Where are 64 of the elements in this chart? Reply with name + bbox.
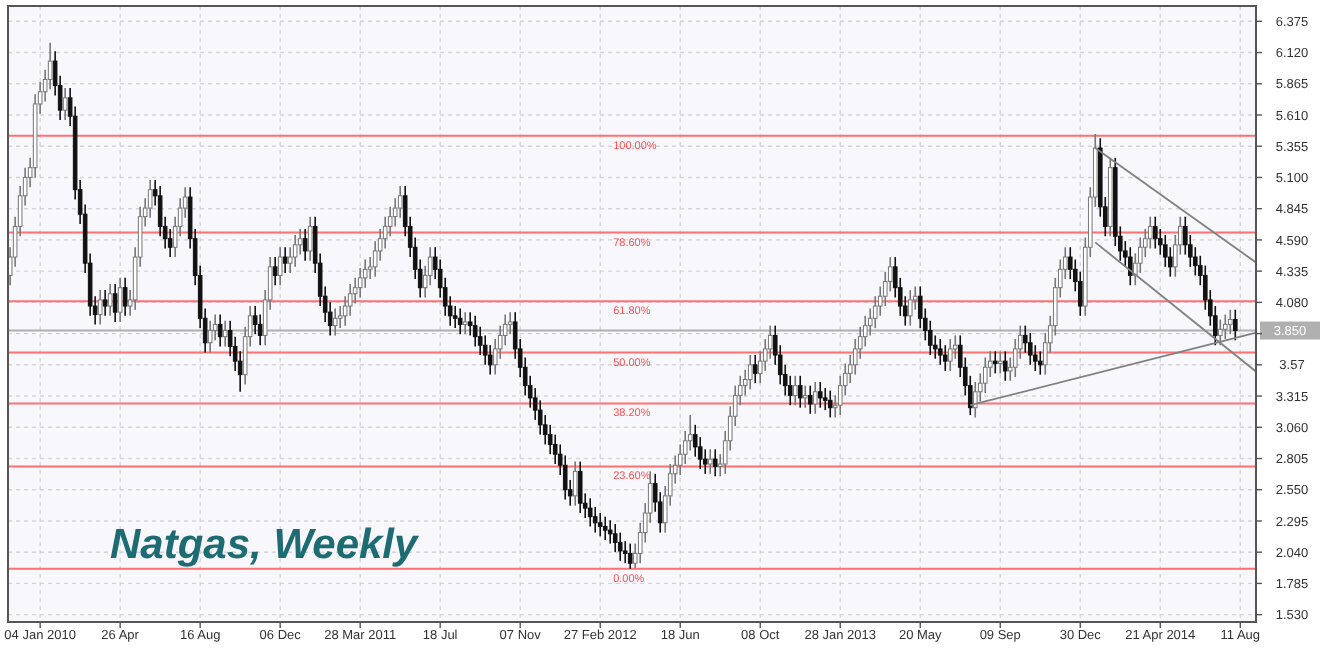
candlestick: [217, 313, 223, 348]
candlestick: [357, 267, 363, 299]
candlestick: [302, 228, 308, 262]
candlestick: [592, 506, 598, 534]
candlestick: [1232, 308, 1238, 342]
candlestick: [822, 387, 828, 411]
candlestick: [332, 307, 338, 337]
candlestick: [712, 448, 718, 478]
candlestick: [472, 315, 478, 348]
candlestick: [752, 354, 758, 384]
candlestick: [117, 277, 123, 323]
candlestick: [992, 350, 998, 375]
candlestick: [1227, 308, 1233, 336]
candlestick: [937, 338, 943, 366]
candlestick: [827, 389, 833, 419]
candlestick: [292, 234, 298, 268]
candlestick: [462, 311, 468, 336]
candlestick: [277, 246, 283, 287]
candlestick: [282, 246, 288, 274]
candlestick: [587, 497, 593, 528]
candlestick: [257, 313, 263, 347]
candlestick: [807, 384, 813, 415]
candlestick: [572, 460, 578, 507]
candlestick: [622, 540, 628, 565]
candlestick: [707, 448, 713, 475]
candlestick: [942, 344, 948, 372]
candlestick: [617, 531, 623, 562]
candlestick: [577, 460, 583, 514]
candlestick: [812, 381, 818, 415]
candlestick: [1037, 350, 1043, 376]
candlestick: [747, 354, 753, 391]
candlestick: [947, 338, 953, 372]
candlestick: [602, 515, 608, 541]
candlestick: [792, 375, 798, 407]
candlestick: [607, 519, 613, 545]
candlestick: [797, 375, 803, 409]
candlestick: [817, 381, 823, 409]
candlestick: [362, 258, 368, 289]
candlestick: [1002, 350, 1008, 382]
candlestick: [597, 512, 603, 538]
candlestick: [107, 283, 113, 317]
candlestick: [997, 350, 1003, 375]
candlestick: [1147, 215, 1153, 250]
candlestick: [612, 523, 618, 553]
candlestick: [122, 277, 128, 317]
candlestick: [1127, 246, 1133, 287]
candlestick: [457, 307, 463, 336]
candlestick: [907, 289, 913, 327]
candlestick: [982, 356, 988, 394]
candlestick: [112, 283, 118, 323]
candlestick: [627, 542, 633, 570]
candlestick: [207, 319, 213, 354]
text: Natgas, Weekly: [110, 522, 421, 568]
candlestick: [102, 289, 108, 317]
candlestick: [397, 185, 403, 219]
candlestick: [1027, 332, 1033, 366]
candlestick: [147, 179, 153, 219]
candlestick: [802, 384, 808, 409]
candlestick: [1152, 215, 1158, 250]
candlestick: [272, 256, 278, 287]
candlestick: [222, 319, 228, 348]
candlestick: [62, 87, 68, 121]
candlestick: [307, 215, 313, 262]
candlestick: [97, 289, 103, 326]
